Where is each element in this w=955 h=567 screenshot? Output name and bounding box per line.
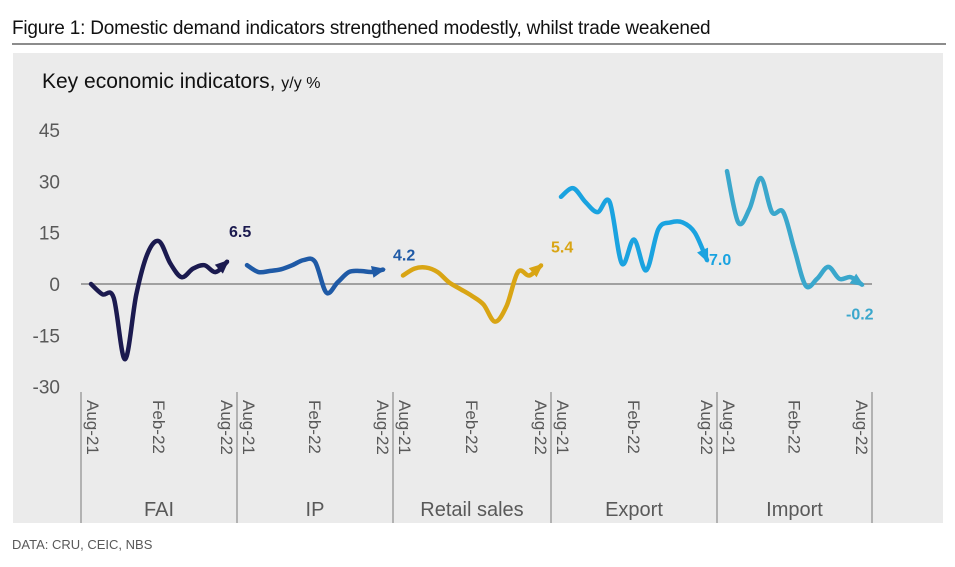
chart-panel	[13, 53, 943, 523]
x-tick-label: Aug-22	[852, 400, 871, 455]
group-label: FAI	[144, 499, 174, 521]
x-axis: Aug-21 Feb-22 Aug-22 FAI Aug-21 Feb-22 Aug-22 I…	[80, 392, 873, 523]
x-tick-label: Aug-21	[83, 400, 102, 455]
y-axis: 45 30 15 0 -15 -30	[33, 121, 60, 399]
chart-title: Key economic indicators, y/y %	[42, 70, 320, 94]
series-end-arrow	[370, 266, 386, 278]
x-tick-label: Aug-21	[553, 400, 572, 455]
series-end-label: 6.5	[229, 224, 251, 241]
group-label: Retail sales	[420, 499, 523, 521]
x-tick-label: Feb-22	[462, 400, 481, 454]
series-line	[88, 238, 230, 362]
y-tick-label: 15	[39, 224, 60, 245]
x-tick-label: Aug-21	[719, 400, 738, 455]
x-tick-label: Aug-22	[217, 400, 236, 455]
series-end-label: 7.0	[709, 252, 731, 269]
series-line	[244, 256, 386, 296]
y-tick-label: 30	[39, 172, 60, 193]
group-label: Import	[766, 499, 823, 521]
group-label: Export	[605, 499, 663, 521]
chart-title-unit: y/y %	[281, 75, 321, 92]
x-tick-label: Aug-22	[531, 400, 550, 455]
figure-title: Figure 1: Domestic demand indicators str…	[12, 18, 711, 39]
source-note: DATA: CRU, CEIC, NBS	[12, 537, 153, 552]
series-line	[724, 168, 865, 290]
series-line	[400, 263, 544, 324]
series-end-label: -0.2	[846, 307, 874, 324]
x-tick-label: Feb-22	[624, 400, 643, 454]
y-tick-label: -30	[33, 378, 60, 399]
x-tick-label: Aug-22	[697, 400, 716, 455]
y-tick-label: 45	[39, 121, 60, 142]
x-tick-label: Feb-22	[149, 400, 168, 454]
series-end-arrow	[528, 263, 544, 278]
y-tick-label: -15	[33, 326, 60, 347]
y-tick-label: 0	[49, 275, 60, 296]
series-lines: 6.5 4.2 5.4 7.0 -0.2	[88, 168, 874, 362]
series-end-arrow	[214, 259, 230, 274]
x-tick-label: Feb-22	[785, 400, 804, 454]
x-tick-label: Aug-22	[373, 400, 392, 455]
series-line	[558, 185, 710, 273]
series-end-arrow	[697, 247, 709, 263]
x-tick-label: Aug-21	[239, 400, 258, 455]
group-label: IP	[306, 499, 325, 521]
x-tick-label: Feb-22	[305, 400, 324, 454]
series-end-label: 5.4	[551, 240, 573, 257]
series-end-label: 4.2	[393, 248, 415, 265]
title-underline	[12, 43, 946, 45]
x-tick-label: Aug-21	[395, 400, 414, 455]
series-end-arrow	[849, 273, 865, 287]
chart-title-text: Key economic indicators,	[42, 70, 276, 93]
